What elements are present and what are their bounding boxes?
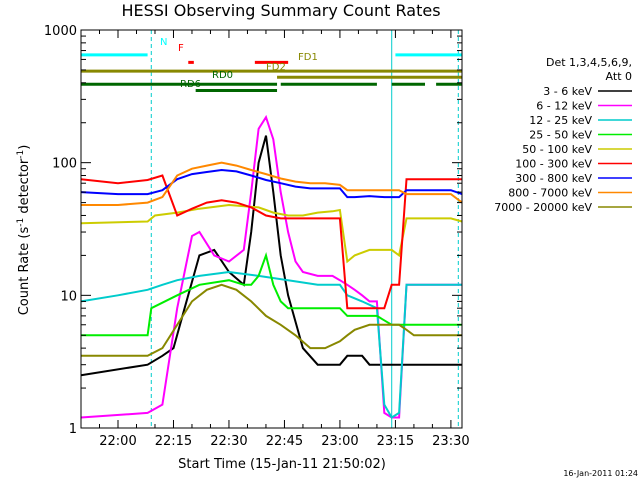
legend-label-2: 12 - 25 keV: [529, 114, 592, 127]
chart-title: HESSI Observing Summary Count Rates: [121, 1, 440, 20]
flag-label-rd6: RD6: [180, 79, 201, 90]
flag-label-fd1: FD1: [298, 52, 318, 63]
legend: Det 1,3,4,5,6,9, Att 0 3 - 6 keV 6 - 12 k…: [494, 56, 632, 214]
series-line-8: [81, 283, 462, 357]
series-line-3: [81, 251, 462, 337]
y-tick-label-0: 1: [69, 422, 77, 437]
series-line-4: [80, 203, 463, 264]
x-tick-label-0: 22:00: [99, 434, 136, 449]
x-tick-label-3: 22:45: [266, 434, 303, 449]
flag-label-n: N: [160, 37, 167, 48]
series-line-1: [80, 114, 462, 419]
plot-area: NF FD1 FD2 RD0 RD6: [80, 30, 463, 428]
y-axis-label-mid: detector: [17, 158, 32, 218]
flag-label-f: F: [178, 43, 184, 54]
x-tick-label-6: 23:30: [432, 434, 469, 449]
legend-label-6: 300 - 800 keV: [515, 172, 592, 185]
series-line-5: [80, 174, 462, 310]
legend-label-1: 6 - 12 keV: [536, 100, 592, 113]
y-axis-label-sup1: -1: [16, 218, 26, 227]
flag-label-rd0: RD0: [212, 70, 233, 81]
series-line-6: [80, 168, 463, 199]
y-axis-label: Count Rate (s-1 detector-1): [16, 145, 32, 316]
legend-label-3: 25 - 50 keV: [529, 129, 592, 142]
legend-header-2: Att 0: [606, 70, 632, 83]
legend-label-4: 50 - 100 keV: [522, 143, 592, 156]
legend-header-1: Det 1,3,4,5,6,9,: [546, 56, 632, 69]
x-tick-label-5: 23:15: [377, 434, 414, 449]
y-tick-label-1: 10: [60, 289, 77, 304]
flag-label-fd2: FD2: [266, 62, 286, 73]
series-line-7: [81, 161, 463, 206]
x-axis-label: Start Time (15-Jan-11 21:50:02): [178, 457, 386, 472]
y-axis-label-sup2: -1: [16, 150, 26, 159]
x-tick-label-1: 22:15: [155, 434, 192, 449]
y-tick-label-3: 1000: [44, 24, 77, 39]
series-line-2: [80, 270, 462, 419]
legend-label-8: 7000 - 20000 keV: [494, 201, 592, 214]
legend-label-5: 100 - 300 keV: [515, 158, 592, 171]
legend-label-7: 800 - 7000 keV: [508, 187, 592, 200]
y-tick-label-2: 100: [52, 157, 77, 172]
series-line-0: [80, 135, 462, 377]
x-tick-label-2: 22:30: [210, 434, 247, 449]
y-axis-label-end: ): [17, 145, 32, 150]
legend-label-0: 3 - 6 keV: [543, 85, 592, 98]
plot-frame: [80, 29, 463, 429]
x-tick-label-4: 23:00: [321, 434, 358, 449]
axis-ticks: 22:00 22:15 22:30 22:45 23:00 23:15 23:30 1 10 10…: [44, 24, 470, 449]
y-axis-label-main: Count Rate (s: [17, 227, 32, 316]
generation-timestamp: 16-Jan-2011 01:24: [563, 469, 638, 478]
